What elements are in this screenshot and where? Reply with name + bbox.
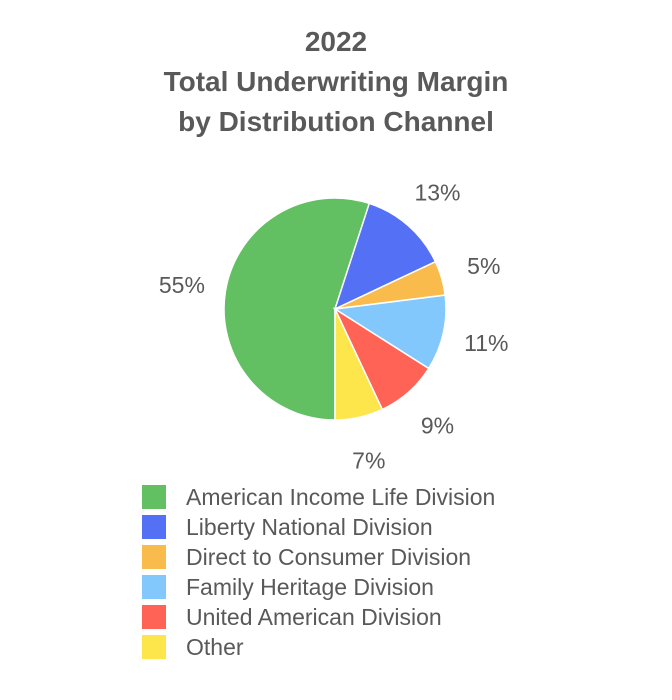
chart-legend: American Income Life Division Liberty Nat… [142,482,495,662]
pie-slice [334,308,384,421]
slice-data-label: 9% [421,412,454,438]
legend-label: Direct to Consumer Division [186,543,472,570]
slice-data-label: 13% [414,180,460,206]
legend-label: Family Heritage Division [186,573,434,600]
legend-swatch [142,545,166,569]
legend-swatch [142,575,166,599]
slice-data-label: 7% [352,447,385,470]
legend-item: Direct to Consumer Division [142,542,495,572]
legend-item: Other [142,632,495,662]
pie-chart: 55% 13% 5% 11% 9% 7% [159,180,509,470]
pie-slice [223,197,371,421]
legend-swatch [142,605,166,629]
pie-slice [332,294,447,370]
legend-swatch [142,485,166,509]
chart-title-line-1: 2022 [304,26,368,57]
legend-item: United American Division [142,602,495,632]
slice-data-label: 11% [464,330,508,356]
slice-data-label: 55% [159,272,205,298]
chart-title-line-3: by Distribution Channel [178,106,494,137]
legend-item: American Income Life Division [142,482,495,512]
legend-label: United American Division [186,603,442,630]
legend-item: Family Heritage Division [142,572,495,602]
pie-slice [333,202,437,311]
legend-item: Liberty National Division [142,512,495,542]
legend-label: American Income Life Division [186,483,496,510]
chart-title: 2022 Total Underwriting Margin by Distri… [0,22,672,142]
legend-swatch [142,635,166,659]
slice-data-label: 5% [467,253,500,279]
legend-label: Liberty National Division [186,513,433,540]
chart-title-line-2: Total Underwriting Margin [163,66,509,97]
legend-label: Other [186,633,244,660]
legend-swatch [142,515,166,539]
